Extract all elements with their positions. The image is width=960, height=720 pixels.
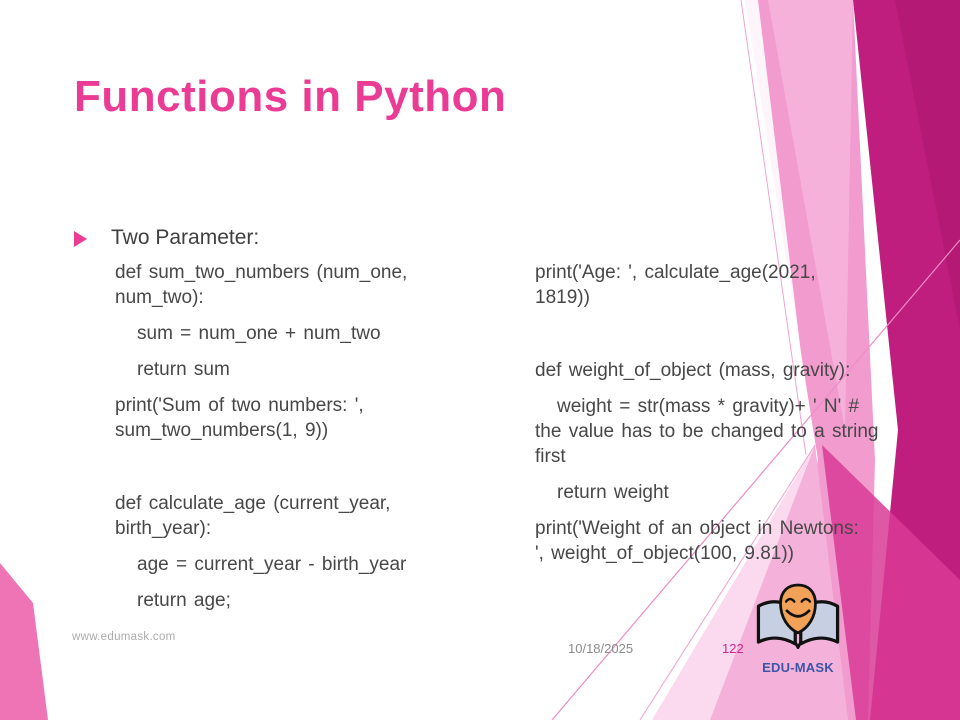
code-line: weight = str(mass * gravity)+ ' N' # [557, 396, 860, 417]
code-line: 1819)) [535, 287, 590, 308]
bullet-triangle-icon [74, 231, 87, 247]
code-line: ', weight_of_object(100, 9.81)) [535, 543, 795, 564]
code-line: print('Sum of two numbers: ', [115, 395, 364, 416]
bullet-label: Two Parameter: [111, 226, 260, 249]
code-line: num_two): [115, 287, 204, 308]
code-line: sum = num_one + num_two [137, 323, 381, 344]
code-line: def weight_of_object (mass, gravity): [535, 360, 851, 381]
edumask-logo-label: EDU-MASK [762, 660, 834, 675]
edumask-logo-icon [756, 583, 840, 649]
code-line: return weight [557, 482, 669, 503]
slide-title: Functions in Python [74, 72, 507, 121]
code-line: birth_year): [115, 518, 212, 539]
code-line: def sum_two_numbers (num_one, [115, 262, 408, 283]
code-line: print('Age: ', calculate_age(2021, [535, 262, 816, 283]
code-line: return sum [137, 359, 230, 380]
code-line: sum_two_numbers(1, 9)) [115, 420, 329, 441]
code-line: return age; [137, 590, 231, 611]
code-column-right: print('Age: ', calculate_age(2021, 1819))… [535, 260, 925, 566]
bullet-row: Two Parameter: [74, 226, 259, 250]
book-spine [794, 641, 802, 649]
code-line: first [535, 446, 566, 467]
edumask-logo: EDU-MASK [752, 583, 844, 675]
code-line: print('Weight of an object in Newtons: [535, 518, 859, 539]
footer-website: www.edumask.com [72, 631, 176, 643]
code-column-left: def sum_two_numbers (num_one, num_two):su… [115, 260, 515, 613]
code-line: age = current_year - birth_year [137, 554, 407, 575]
footer-date: 10/18/2025 [568, 641, 634, 656]
footer-page-number: 122 [722, 641, 744, 656]
code-line: the value has to be changed to a string [535, 421, 879, 442]
code-line: def calculate_age (current_year, [115, 493, 391, 514]
